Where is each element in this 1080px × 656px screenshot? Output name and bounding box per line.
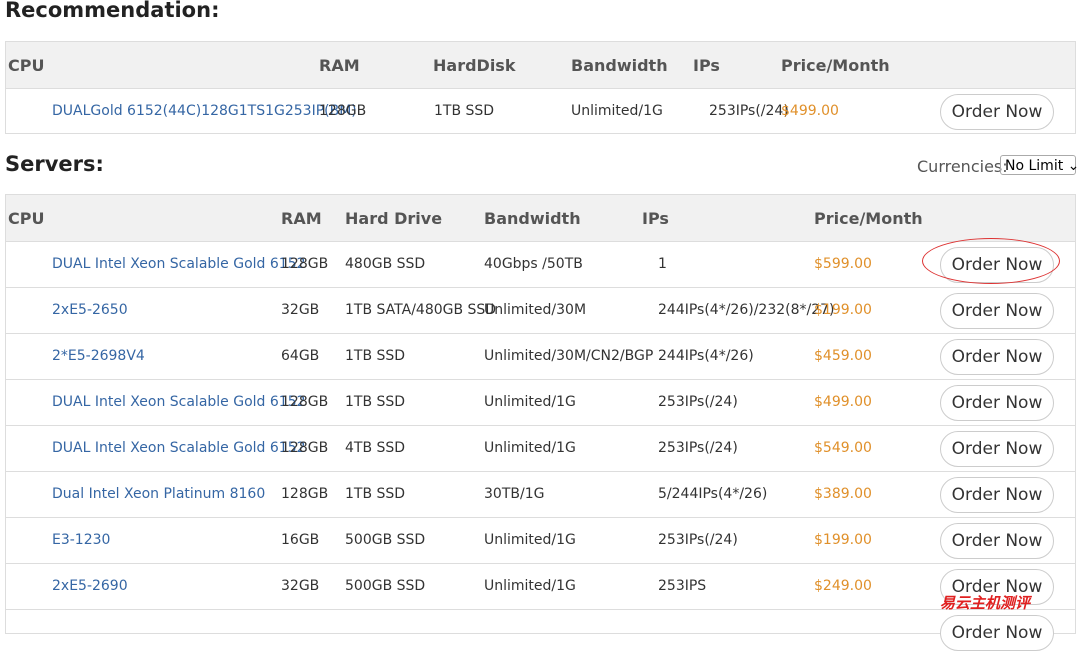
order-button[interactable]: Order Now (940, 431, 1054, 467)
order-button[interactable]: Order Now (940, 477, 1054, 513)
currency-label: Currencies: (917, 157, 1008, 176)
column-header: RAM (281, 209, 322, 228)
disk-cell: 1TB SSD (345, 486, 406, 502)
order-button[interactable]: Order Now (940, 523, 1054, 559)
column-header: RAM (319, 56, 360, 75)
ips-cell: 1 (658, 256, 667, 272)
cpu-cell[interactable]: 2xE5-2650 (52, 302, 128, 318)
disk-cell: 1TB SSD (434, 103, 495, 119)
section-title: Recommendation: (5, 0, 220, 22)
disk-cell: 1TB SATA/480GB SSD (345, 302, 497, 318)
annotation-circle (922, 238, 1060, 284)
disk-cell: 4TB SSD (345, 440, 406, 456)
ips-cell: 244IPs(4*/26) (658, 348, 754, 364)
bandwidth-cell: Unlimited/30M (484, 302, 587, 318)
price-cell: $599.00 (814, 256, 872, 272)
ips-cell: 244IPs(4*/26)/232(8*/27) (658, 302, 835, 318)
table-row: DUAL Intel Xeon Scalable Gold 6152 128GB 4… (6, 425, 1075, 472)
disk-cell: 1TB SSD (345, 348, 406, 364)
cpu-cell[interactable]: 2xE5-2690 (52, 578, 128, 594)
order-button[interactable]: Order Now (940, 293, 1054, 329)
table-row: DUALGold 6152(44C)128G1TS1G253IP(BM) 128G… (6, 88, 1075, 135)
page: Recommendation: CPU RAM HardDisk Bandwidth I… (5, 0, 1080, 651)
bandwidth-cell: 40Gbps /50TB (484, 256, 583, 272)
cpu-cell[interactable]: Dual Intel Xeon Platinum 8160 (52, 486, 266, 502)
ips-cell: 253IPs(/24) (709, 103, 789, 119)
recommendation-table: CPU RAM HardDisk Bandwidth IPs Price/Month DUA… (5, 41, 1076, 134)
ram-cell: 32GB (281, 302, 320, 318)
price-cell: $199.00 (814, 302, 872, 318)
disk-cell: 500GB SSD (345, 578, 426, 594)
ram-cell: 128GB (281, 394, 329, 410)
currency-select[interactable]: No Limit ⌄ (1000, 155, 1079, 175)
ram-cell: 64GB (281, 348, 320, 364)
ram-cell: 128GB (281, 256, 329, 272)
ram-cell: 128GB (319, 103, 367, 119)
order-button[interactable]: Order Now (940, 569, 1054, 605)
table-row: E3-1230 16GB 500GB SSD Unlimited/1G 253IPs(/… (6, 517, 1075, 564)
column-header: Bandwidth (484, 209, 581, 228)
section-title: Servers: (5, 152, 104, 176)
column-header: CPU (8, 209, 45, 228)
table-row: Dual Intel Xeon Platinum 8160 128GB 1TB SS… (6, 471, 1075, 518)
price-cell: $459.00 (814, 348, 872, 364)
currency-value: No Limit (1005, 158, 1064, 174)
column-header: Price/Month (781, 56, 890, 75)
table-row: DUAL Intel Xeon Scalable Gold 6152 128GB 1… (6, 379, 1075, 426)
cpu-cell[interactable]: DUALGold 6152(44C)128G1TS1G253IP(BM) (52, 103, 357, 119)
price-cell: $499.00 (781, 103, 839, 119)
cpu-cell[interactable]: DUAL Intel Xeon Scalable Gold 6152 (52, 256, 306, 272)
price-cell: $549.00 (814, 440, 872, 456)
cpu-cell[interactable]: DUAL Intel Xeon Scalable Gold 6152 (52, 440, 306, 456)
servers-table: CPU RAM Hard Drive Bandwidth IPs Price/Month D… (5, 194, 1076, 651)
ips-cell: 253IPs(/24) (658, 394, 738, 410)
ips-cell: 253IPS (658, 578, 707, 594)
disk-cell: 1TB SSD (345, 394, 406, 410)
ips-cell: 253IPs(/24) (658, 532, 738, 548)
order-button[interactable]: Order Now (940, 385, 1054, 421)
ram-cell: 32GB (281, 578, 320, 594)
price-cell: $499.00 (814, 394, 872, 410)
column-header: CPU (8, 56, 45, 75)
order-button[interactable]: Order Now (940, 339, 1054, 375)
ram-cell: 128GB (281, 486, 329, 502)
bandwidth-cell: Unlimited/1G (571, 103, 663, 119)
column-header: Price/Month (814, 209, 923, 228)
disk-cell: 500GB SSD (345, 532, 426, 548)
order-button[interactable]: Order Now (940, 94, 1054, 130)
order-button[interactable]: Order Now (940, 615, 1054, 651)
ips-cell: 5/244IPs(4*/26) (658, 486, 768, 502)
table-row: DUAL Intel Xeon Scalable Gold 6152 128GB 4… (6, 241, 1075, 288)
disk-cell: 480GB SSD (345, 256, 426, 272)
header-row: CPU RAM HardDisk Bandwidth IPs Price/Month (6, 42, 1075, 88)
table-row: Order Now (6, 609, 1075, 656)
column-header: HardDisk (433, 56, 516, 75)
cpu-cell[interactable]: 2*E5-2698V4 (52, 348, 145, 364)
ram-cell: 16GB (281, 532, 320, 548)
column-header: Hard Drive (345, 209, 443, 228)
cpu-cell[interactable]: DUAL Intel Xeon Scalable Gold 6152 (52, 394, 306, 410)
price-cell: $389.00 (814, 486, 872, 502)
ram-cell: 128GB (281, 440, 329, 456)
cpu-cell[interactable]: E3-1230 (52, 532, 111, 548)
bandwidth-cell: Unlimited/1G (484, 578, 576, 594)
bandwidth-cell: 30TB/1G (484, 486, 545, 502)
column-header: Bandwidth (571, 56, 668, 75)
table-row: 2xE5-2650 32GB 1TB SATA/480GB SSD Unlimited… (6, 287, 1075, 334)
bandwidth-cell: Unlimited/1G (484, 440, 576, 456)
table-row: 2xE5-2690 32GB 500GB SSD Unlimited/1G 253IPS… (6, 563, 1075, 610)
bandwidth-cell: Unlimited/1G (484, 394, 576, 410)
column-header: IPs (693, 56, 720, 75)
header-row: CPU RAM Hard Drive Bandwidth IPs Price/Month (6, 195, 1075, 241)
table-row: 2*E5-2698V4 64GB 1TB SSD Unlimited/30M/CN2/… (6, 333, 1075, 380)
price-cell: $199.00 (814, 532, 872, 548)
column-header: IPs (642, 209, 669, 228)
watermark: 易云主机测评 (940, 594, 1031, 612)
bandwidth-cell: Unlimited/30M/CN2/BGP (484, 348, 654, 364)
bandwidth-cell: Unlimited/1G (484, 532, 576, 548)
price-cell: $249.00 (814, 578, 872, 594)
ips-cell: 253IPs(/24) (658, 440, 738, 456)
